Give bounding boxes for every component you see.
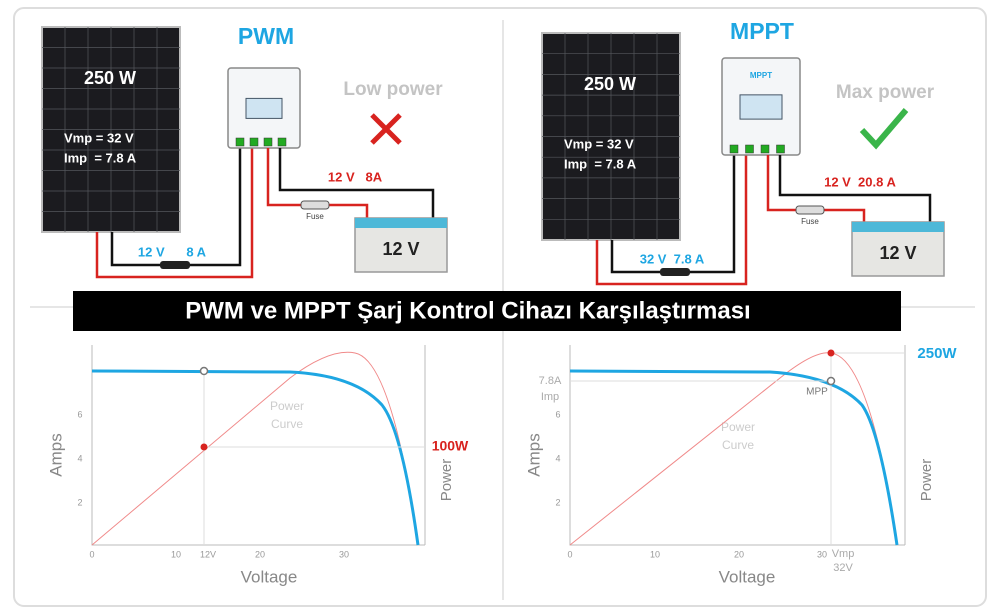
imp-label: 7.8A: [539, 375, 562, 387]
x-tick-label: 12V: [200, 549, 216, 559]
terminal: [235, 137, 245, 147]
input-rating: 12 V 8 A: [138, 244, 207, 259]
controller-screen: [739, 94, 783, 120]
battery-label: 12 V: [879, 243, 916, 263]
vmp-label: 32V: [833, 562, 853, 574]
mpp-point: [826, 376, 836, 386]
operating-point: [199, 366, 209, 376]
wire: [595, 155, 748, 286]
x-tick-label: 30: [339, 549, 349, 559]
controller-label: MPPT: [750, 71, 772, 80]
axis: [91, 345, 425, 546]
x-tick-label: 0: [89, 549, 94, 559]
x-axis-title: Voltage: [241, 567, 298, 586]
terminal: [776, 144, 785, 154]
power-label: 250W: [917, 345, 957, 362]
iv-curve: [569, 369, 899, 546]
panel-imp: Imp = 7.8 A: [64, 150, 137, 165]
panel-imp: Imp = 7.8 A: [564, 156, 637, 171]
y-axis-title: Amps: [524, 433, 543, 476]
x-tick-label: 10: [650, 549, 660, 559]
status: Max power: [836, 82, 935, 103]
mpp-label: MPP: [806, 387, 828, 398]
status: Low power: [343, 79, 443, 100]
input-rating: 32 V 7.8 A: [640, 251, 705, 266]
battery-label: 12 V: [382, 239, 419, 259]
x-axis-title: Voltage: [719, 567, 776, 586]
power-point: [200, 443, 208, 451]
diagram-heading: PWM: [238, 23, 294, 49]
panel-vmp: Vmp = 32 V: [64, 130, 134, 145]
fuse: [300, 200, 330, 210]
vmp-label: Vmp: [832, 548, 855, 560]
wire: [278, 148, 435, 218]
power-curve: [91, 351, 419, 546]
panel-vmp: Vmp = 32 V: [564, 136, 634, 151]
panel-power: 250 W: [584, 74, 636, 94]
terminal: [745, 144, 754, 154]
controller-screen: [245, 97, 283, 119]
terminal: [263, 137, 273, 147]
check-icon: [859, 108, 909, 150]
y-tick-label: 4: [77, 453, 82, 463]
y2-axis-title: Power: [918, 459, 935, 502]
x-tick-label: 10: [171, 549, 181, 559]
terminal: [760, 144, 770, 154]
connector: [660, 268, 690, 276]
frame: [13, 7, 987, 607]
y2-axis-title: Power: [438, 459, 455, 502]
wire: [778, 155, 932, 222]
battery-top: [852, 222, 944, 232]
battery-top: [355, 218, 447, 228]
fuse-label: Fuse: [306, 212, 324, 221]
imp-label: Imp: [541, 391, 559, 403]
panel-power: 250 W: [84, 68, 136, 88]
power-point: [827, 349, 835, 357]
fuse: [795, 205, 825, 215]
terminal: [249, 137, 259, 147]
connector: [160, 261, 190, 269]
terminal: [277, 137, 287, 147]
x-tick-label: 0: [567, 549, 572, 559]
x-tick-label: 20: [255, 549, 265, 559]
power-label: 100W: [432, 438, 469, 454]
y-axis-title: Amps: [46, 433, 65, 476]
fuse-label: Fuse: [801, 217, 819, 226]
y-tick-label: 2: [77, 497, 82, 507]
y-tick-label: 4: [555, 453, 560, 463]
output-rating: 12 V 20.8 A: [824, 174, 896, 189]
wire: [95, 148, 254, 279]
y-tick-label: 2: [555, 497, 560, 507]
curve-label: Curve: [271, 417, 303, 431]
x-tick-label: 20: [734, 549, 744, 559]
curve-label: Power: [270, 399, 304, 413]
iv-curve: [91, 369, 420, 546]
title: PWM ve MPPT Şarj Kontrol Cihazı Karşılaş…: [185, 297, 750, 324]
curve-label: Power: [721, 420, 755, 434]
title-bar: [73, 291, 901, 331]
diagram-heading: MPPT: [730, 18, 794, 44]
curve-label: Curve: [722, 438, 754, 452]
y-tick-label: 6: [555, 409, 560, 419]
output-rating: 12 V 8A: [328, 169, 383, 184]
cross-icon: [370, 113, 402, 145]
x-tick-label: 30: [817, 549, 827, 559]
y-tick-label: 6: [77, 409, 82, 419]
terminal: [729, 144, 739, 154]
